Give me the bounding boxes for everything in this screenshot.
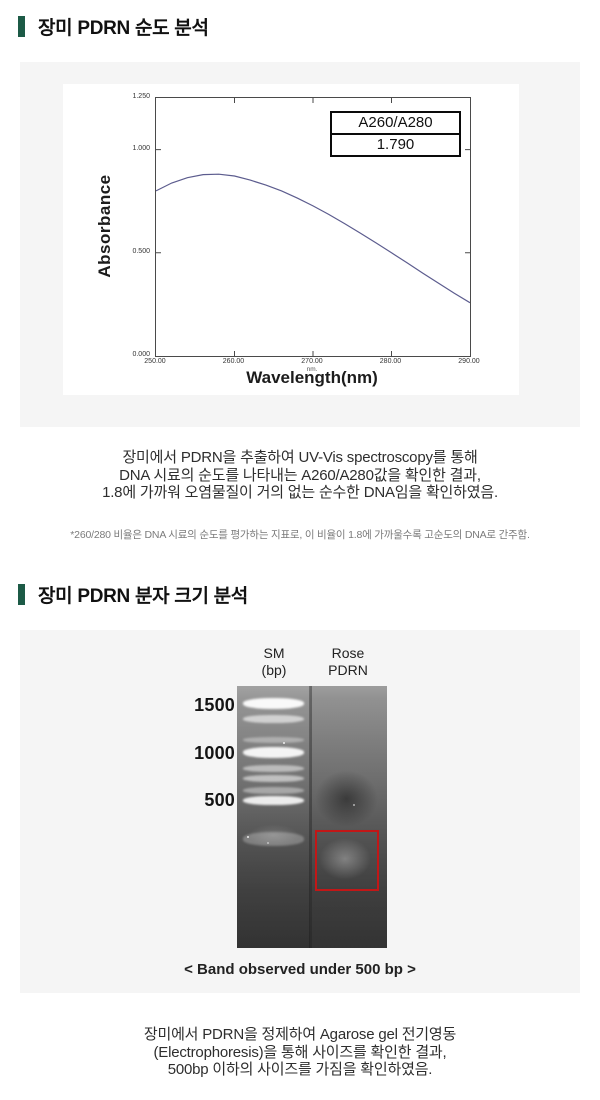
ladder-band	[243, 698, 304, 709]
bp-marker-label: 1000	[194, 743, 235, 763]
gel-speck	[247, 836, 249, 838]
axis-tick-marks	[156, 98, 470, 356]
ladder-band	[243, 832, 304, 846]
section2-title: 장미 PDRN 분자 크기 분석	[38, 586, 248, 607]
description-line: DNA 시료의 순도를 나타내는 A260/A280값을 확인한 결과,	[119, 466, 481, 484]
ladder-band	[243, 787, 304, 794]
gel-speck	[283, 742, 285, 744]
gel-lane-sm-ladder	[237, 686, 310, 948]
description-line: 장미에서 PDRN을 정제하여 Agarose gel 전기영동	[143, 1026, 457, 1043]
description-line: 1.8에 가까워 오염물질이 거의 없는 순수한 DNA임을 확인하였음.	[102, 484, 498, 501]
gel-electrophoresis-image	[237, 686, 387, 948]
result-table-header: A260/A280	[332, 113, 459, 135]
x-tick-label: 290.00	[458, 358, 480, 365]
section1-accent-bar	[18, 16, 25, 37]
section1-title: 장미 PDRN 순도 분석	[38, 18, 209, 39]
absorbance-curve	[156, 173, 470, 304]
lane-label-line: SM	[263, 645, 285, 661]
gel-lane-rose-pdrn	[312, 686, 387, 948]
y-tick-label: 1.250	[132, 93, 150, 100]
chart-y-axis-label: Absorbance	[95, 174, 114, 278]
lane-label-line: Rose	[331, 645, 365, 661]
x-axis-unit-note: nm.	[306, 366, 318, 373]
ladder-band	[243, 737, 304, 743]
section2-description: 장미에서 PDRN을 정제하여 Agarose gel 전기영동 (Electr…	[0, 1026, 600, 1079]
x-tick-label: 260.00	[222, 358, 245, 365]
gel-speck	[267, 842, 269, 844]
x-tick-label: 270.00	[301, 358, 323, 365]
description-line: 500bp 이하의 사이즈를 가짐을 확인하였음.	[167, 1061, 433, 1078]
description-line: 장미에서 PDRN을 추출하여 UV-Vis spectroscopy를 통해	[122, 449, 478, 466]
result-table-value: 1.790	[376, 136, 415, 153]
x-tick-label: 280.00	[379, 358, 402, 365]
ladder-band	[243, 715, 304, 723]
lane-label-line: PDRN	[328, 662, 368, 678]
gel-lane-divider	[309, 686, 312, 948]
ladder-band	[243, 747, 304, 758]
lane-label-line: (bp)	[261, 662, 287, 678]
lane-label-rose-pdrn: Rose PDRN	[318, 645, 378, 679]
bp-marker-label: 1500	[194, 695, 235, 715]
chart-x-axis-label: Wavelength(nm)	[246, 368, 378, 387]
chart-plot-area	[155, 97, 471, 357]
section1-footnote: *260/280 비율은 DNA 시료의 순도를 평가하는 지표로, 이 비율이…	[70, 529, 530, 541]
a260-a280-result-table: A260/A280 1.790	[330, 111, 461, 157]
x-tick-label: 250.00	[144, 358, 166, 365]
y-tick-label: 1.000	[132, 144, 150, 152]
lane-label-sm: SM (bp)	[244, 645, 304, 679]
ladder-band	[243, 775, 304, 782]
band-highlight-box	[315, 830, 379, 891]
section1-description: 장미에서 PDRN을 추출하여 UV-Vis spectroscopy를 통해 …	[0, 449, 600, 502]
y-tick-label: 0.000	[132, 351, 150, 358]
ladder-band	[243, 765, 304, 772]
bp-marker-label: 500	[204, 790, 235, 810]
description-line: (Electrophoresis)을 통해 사이즈를 확인한 결과,	[153, 1043, 447, 1061]
y-tick-label: 0.500	[132, 247, 150, 255]
section2-accent-bar	[18, 584, 25, 605]
chart-svg	[156, 98, 470, 356]
ladder-band	[243, 796, 304, 805]
gel-speck	[353, 804, 355, 806]
gel-caption: < Band observed under 500 bp >	[184, 961, 416, 978]
